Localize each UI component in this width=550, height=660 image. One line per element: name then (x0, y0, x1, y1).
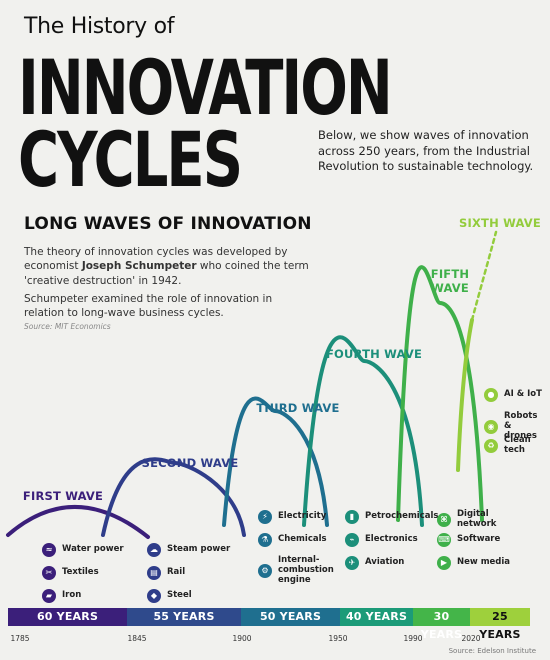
wave-4-item-1: ▮ Petrochemicals (345, 510, 438, 524)
description-paragraph-2: Schumpeter examined the role of innovati… (24, 293, 273, 320)
wave-6-item-3: ♻ Clean tech (484, 435, 546, 456)
wave-label-5: FIFTH WAVE (420, 267, 480, 295)
wave-6-item-3-label: Clean tech (504, 435, 531, 455)
duration-band-3: 50 YEARS (241, 608, 340, 626)
wave-label-4: FOURTH WAVE (325, 347, 423, 361)
wave-5-item-2-label: Software (457, 534, 501, 545)
title-line-1: INNOVATION (18, 45, 393, 133)
steel-icon: ◆ (147, 589, 161, 603)
wave-label-2: SECOND WAVE (141, 456, 239, 470)
wave-label-1: FIRST WAVE (22, 489, 104, 503)
water-icon: ≈ (42, 543, 56, 557)
title-line-2: CYCLES (18, 117, 243, 205)
wave-label-3: THIRD WAVE (256, 401, 340, 415)
wave-5-item-1-label: Digital network (457, 509, 497, 529)
electronics-icon: ⌁ (345, 533, 359, 547)
electricity-icon: ⚡ (258, 510, 272, 524)
wave-5-item-2: ⌨ Software (437, 533, 500, 547)
wave-arc-6-solid (456, 318, 474, 472)
wave-arc-1 (6, 505, 150, 539)
wave-4-item-2: ⌁ Electronics (345, 533, 418, 547)
wave-1-item-1: ≈ Water power (42, 543, 124, 557)
source-note: Source: MIT Economics (24, 322, 111, 331)
wave-3-item-3: ⚙ Internal-combustion engine (258, 555, 346, 585)
description-1-before: The theory of innovation cycles was deve… (24, 246, 288, 273)
description-paragraph-1: The theory of innovation cycles was deve… (24, 245, 314, 288)
wave-4-item-3-label: Aviation (365, 557, 405, 568)
wave-label-5-line-2: WAVE (431, 281, 469, 295)
year-tick-1990: 1990 (403, 634, 423, 643)
wave-3-item-2-label: Chemicals (278, 534, 327, 545)
wave-6-item-2-label: Robots & drones (504, 411, 538, 441)
chemicals-icon: ⚗ (258, 533, 272, 547)
network-icon: ⌘ (437, 512, 451, 527)
wave-5-item-3: ▶ New media (437, 556, 510, 570)
steam-icon: ☁ (147, 543, 161, 557)
duration-band-1: 60 YEARS (8, 608, 127, 626)
section-title: LONG WAVES OF INNOVATION (24, 214, 312, 234)
wave-1-item-2: ✂ Textiles (42, 566, 99, 580)
schumpeter-name: Joseph Schumpeter (81, 260, 197, 273)
wave-6-item-1: ● AI & IoT (484, 388, 542, 402)
media-icon: ▶ (437, 556, 451, 570)
wave-4-item-2-label: Electronics (365, 534, 418, 545)
pre-title: The History of (24, 14, 175, 39)
duration-band-6: 25 YEARS (470, 608, 530, 641)
wave-5-item-3-label: New media (457, 557, 511, 568)
intro-text: Below, we show waves of innovation acros… (318, 128, 534, 174)
year-tick-1785: 1785 (10, 634, 30, 643)
wave-5-item-1: ⌘ Digital network (437, 509, 525, 530)
rail-icon: ▤ (147, 566, 161, 580)
wave-6-item-2: ◉ Robots & drones (484, 411, 546, 441)
wave-3-item-1-label: Electricity (278, 511, 327, 522)
wave-3-item-1: ⚡ Electricity (258, 510, 326, 524)
wave-1-item-3-label: Iron (62, 590, 82, 601)
wave-arc-6 (470, 230, 498, 322)
software-icon: ⌨ (437, 533, 451, 547)
wave-1-item-1-label: Water power (62, 544, 124, 555)
wave-3-item-3-label: Internal-combustion engine (278, 555, 334, 585)
wave-label-5-line-1: FIFTH (430, 267, 470, 281)
cleantech-icon: ♻ (484, 438, 498, 453)
aviation-icon: ✈ (345, 556, 359, 570)
wave-4-item-1-label: Petrochemicals (365, 511, 439, 522)
description-1-after: who coined the term 'creative destructio… (24, 260, 309, 287)
robot-icon: ◉ (484, 419, 498, 434)
ai-icon: ● (484, 388, 498, 402)
wave-arc-2 (101, 457, 246, 537)
year-tick-1845: 1845 (127, 634, 147, 643)
duration-band-4: 40 YEARS (340, 608, 413, 626)
iron-icon: ▰ (42, 589, 56, 603)
year-tick-2020: 2020 (461, 634, 481, 643)
duration-band-5: 30 YEARS (413, 608, 470, 641)
petrochemicals-icon: ▮ (345, 510, 359, 524)
wave-2-item-2-label: Rail (167, 567, 186, 578)
wave-label-6: SIXTH WAVE (459, 216, 541, 230)
wave-2-item-3: ◆ Steel (147, 589, 192, 603)
duration-band-2: 55 YEARS (127, 608, 241, 626)
footer-source: Source: Edelson Institute (448, 647, 536, 655)
wave-2-item-3-label: Steel (167, 590, 192, 601)
engine-icon: ⚙ (258, 563, 272, 578)
wave-2-item-2: ▤ Rail (147, 566, 185, 580)
wave-6-item-1-label: AI & IoT (504, 389, 542, 400)
wave-2-item-1: ☁ Steam power (147, 543, 230, 557)
wave-4-item-3: ✈ Aviation (345, 556, 404, 570)
textiles-icon: ✂ (42, 566, 56, 580)
wave-1-item-3: ▰ Iron (42, 589, 81, 603)
wave-1-item-2-label: Textiles (62, 567, 99, 578)
wave-2-item-1-label: Steam power (167, 544, 231, 555)
year-tick-1900: 1900 (232, 634, 252, 643)
wave-3-item-2: ⚗ Chemicals (258, 533, 327, 547)
year-tick-1950: 1950 (328, 634, 348, 643)
